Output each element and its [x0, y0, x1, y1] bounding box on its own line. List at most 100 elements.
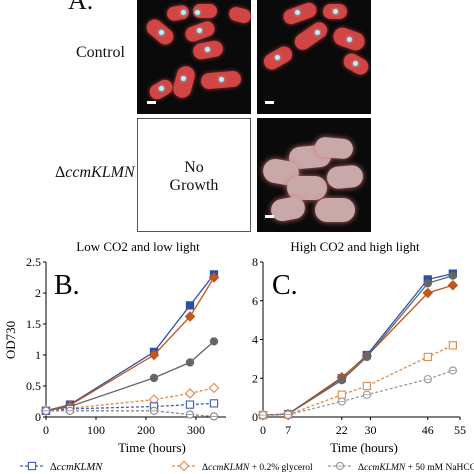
- delta-prefix: Δ: [55, 164, 66, 181]
- series-line: [45, 402, 215, 412]
- y-tick-label: 0: [35, 410, 41, 424]
- series-line: [262, 284, 453, 416]
- x-tick-label: 46: [422, 423, 434, 437]
- x-tick-label: 200: [137, 423, 155, 437]
- legend-label-prefix: Δ: [202, 463, 208, 473]
- legend-label-gene: ccmKLMN: [364, 463, 406, 473]
- chart-c-xlabel: Time (hours): [330, 440, 398, 455]
- carboxysome: [159, 86, 164, 91]
- carboxysome: [181, 10, 186, 15]
- data-point: [148, 349, 160, 361]
- data-point: [149, 373, 159, 383]
- data-point: [422, 287, 434, 299]
- chart-b-title-text: Low CO2 and low light: [76, 239, 200, 254]
- legend-label: ΔccmKLMN + 50 mM NaHCO: [358, 463, 474, 473]
- data-point: [362, 352, 372, 362]
- x-tick-label: 30: [364, 423, 376, 437]
- carboxysome: [205, 47, 210, 52]
- micrograph-control-right: [257, 0, 371, 114]
- legend-label-gene: ccmKLMN: [208, 463, 250, 473]
- y-tick-label: 1.5: [26, 317, 41, 331]
- chart-b-xlabel: Time (hours): [118, 440, 186, 455]
- chart-b-ylabel: OD730: [3, 321, 18, 359]
- x-tick-label: 0: [260, 423, 266, 437]
- carboxysome: [353, 61, 358, 66]
- legend-label: ΔccmKLMN + 0.2% glycerol: [202, 463, 313, 473]
- y-tick-label: 8: [252, 255, 258, 269]
- data-point: [209, 337, 219, 346]
- carboxysome: [181, 76, 186, 81]
- data-point: [337, 376, 346, 385]
- data-point: [448, 341, 457, 350]
- x-tick-label: 7: [285, 423, 291, 437]
- data-point: [208, 272, 220, 283]
- series-line: [45, 340, 215, 412]
- data-point: [447, 279, 459, 291]
- legend-label-gene: ccmKLMN: [57, 462, 103, 473]
- legend-label-prefix: Δ: [358, 463, 364, 473]
- no-growth-box: No Growth: [137, 118, 251, 232]
- legend-label: ΔccmKLMN: [50, 462, 103, 473]
- chart-b-title: Low CO2 and low light: [76, 239, 200, 254]
- mutant-gene-name: ccmKLMN: [65, 164, 135, 181]
- x-tick-label: 0: [43, 423, 49, 437]
- data-point: [423, 279, 432, 288]
- micrograph-control-left: [137, 0, 251, 114]
- data-point: [448, 271, 457, 280]
- no-growth-line2: Growth: [169, 177, 219, 194]
- x-tick-label: 100: [87, 423, 105, 437]
- chart-c-title: High CO2 and high light: [290, 239, 420, 254]
- chart-b-letter: B.: [54, 270, 80, 301]
- data-point: [185, 358, 195, 367]
- chart-b: 0 0.5 1 1.5 2 2.5 0 100 200 300: [26, 255, 226, 437]
- scale-bar: [265, 215, 274, 218]
- y-tick-label: 2: [252, 371, 258, 385]
- cell: [315, 198, 355, 222]
- y-tick-label: 0: [252, 410, 258, 424]
- data-point: [362, 381, 372, 391]
- legend: ΔccmKLMN ΔccmKLMN + 0.2% glycerol ΔccmKLMN…: [20, 460, 474, 473]
- carboxysome: [315, 30, 320, 35]
- scale-bar: [147, 101, 156, 104]
- micrograph-mutant: [257, 118, 371, 232]
- data-point: [185, 301, 195, 310]
- chart-c-title-text: High CO2 and high light: [290, 239, 420, 254]
- mutant-row-label: ΔccmKLMN: [55, 164, 135, 182]
- scale-bar: [265, 101, 274, 104]
- carboxysome: [275, 55, 280, 60]
- legend-label-suffix: + 50 mM NaHCO: [405, 463, 474, 473]
- data-point: [184, 388, 196, 399]
- series-line: [262, 369, 454, 416]
- carboxysome: [219, 77, 224, 82]
- y-tick-label: 2.5: [26, 255, 41, 269]
- data-point: [337, 390, 346, 399]
- legend-marker: [27, 461, 37, 471]
- legend-label-suffix: + 0.2% glycerol: [249, 463, 313, 473]
- control-row-label: Control: [76, 44, 125, 61]
- data-point: [184, 311, 196, 322]
- y-tick-label: 2: [35, 286, 41, 300]
- data-point: [423, 352, 432, 362]
- carboxysome: [159, 30, 164, 35]
- data-point: [208, 382, 220, 394]
- y-tick-label: 1: [35, 348, 41, 362]
- legend-marker: [178, 460, 190, 472]
- no-growth-line1: No: [184, 159, 204, 176]
- chart-c-letter: C.: [272, 270, 298, 301]
- y-tick-label: 0.5: [26, 379, 41, 393]
- y-tick-label: 4: [252, 333, 258, 347]
- data-point: [209, 399, 219, 408]
- carboxysome: [295, 10, 300, 15]
- carboxysome: [197, 28, 202, 33]
- panel-a-letter: A.: [68, 0, 94, 15]
- x-tick-label: 22: [336, 423, 348, 437]
- y-tick-label: 6: [252, 294, 258, 308]
- x-tick-label: 55: [454, 423, 466, 437]
- x-tick-label: 300: [187, 423, 205, 437]
- carboxysome: [195, 10, 200, 15]
- data-point: [185, 400, 195, 409]
- legend-label-prefix: Δ: [50, 462, 57, 473]
- carboxysome: [333, 9, 338, 14]
